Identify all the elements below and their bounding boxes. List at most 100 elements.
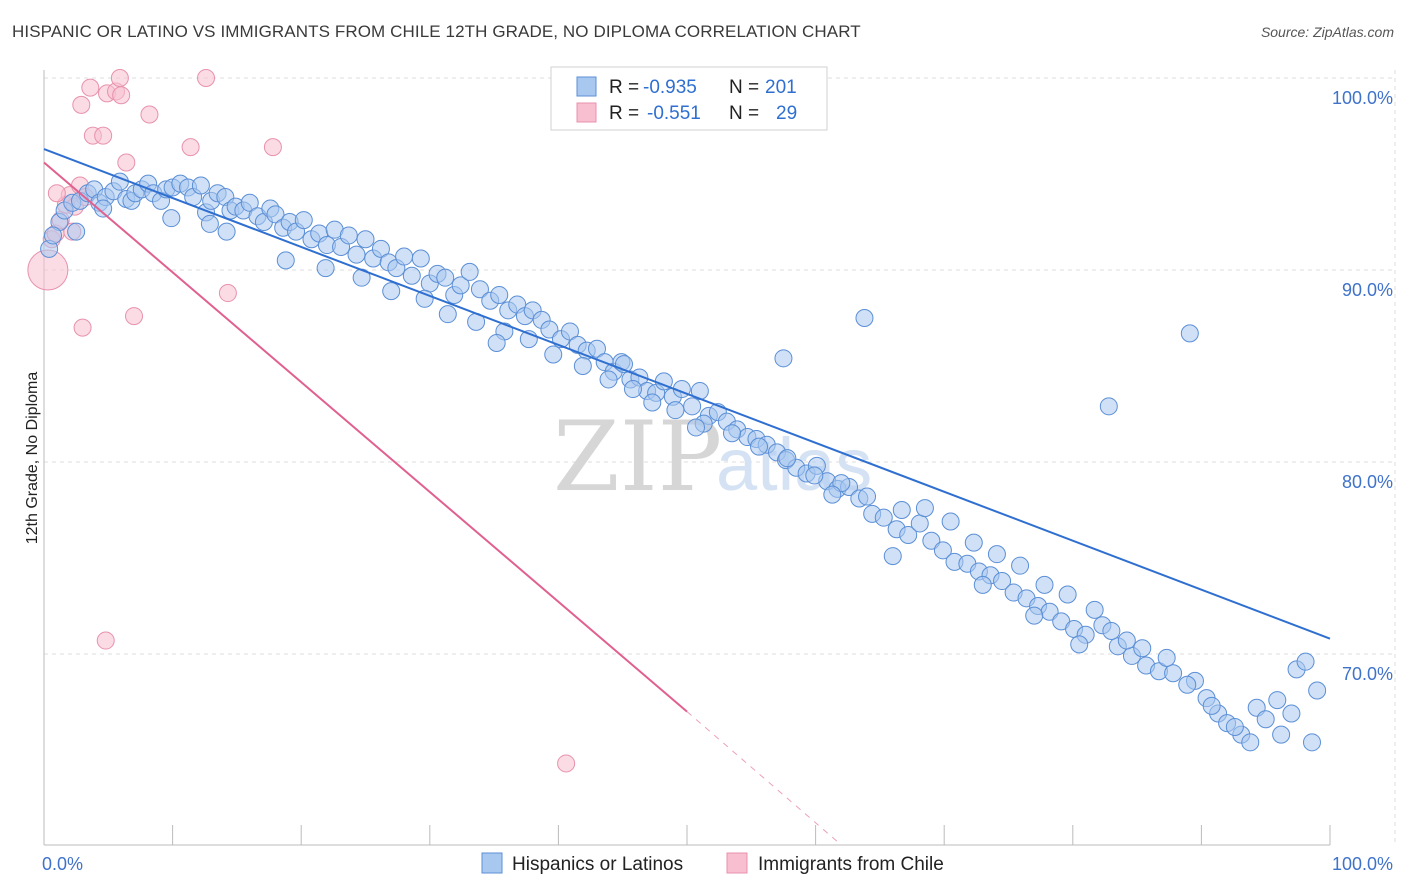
point-hispanics-or-latinos bbox=[1308, 681, 1327, 700]
point-immigrants-from-chile bbox=[218, 284, 237, 303]
point-hispanics-or-latinos bbox=[1025, 606, 1044, 625]
point-immigrants-from-chile bbox=[112, 86, 131, 105]
point-hispanics-or-latinos bbox=[573, 357, 592, 375]
legend-r-value-1: -0.935 bbox=[643, 77, 697, 98]
point-hispanics-or-latinos bbox=[1164, 664, 1183, 683]
point-hispanics-or-latinos bbox=[294, 211, 313, 230]
y-tick-label: 100.0% bbox=[1332, 88, 1393, 108]
point-hispanics-or-latinos bbox=[855, 309, 874, 327]
point-hispanics-or-latinos bbox=[823, 485, 842, 504]
source-label: Source: ZipAtlas.com bbox=[1260, 24, 1394, 40]
point-immigrants-from-chile bbox=[117, 153, 136, 172]
point-hispanics-or-latinos bbox=[750, 437, 769, 456]
stats-legend-box bbox=[550, 66, 828, 131]
point-hispanics-or-latinos bbox=[858, 487, 877, 506]
point-hispanics-or-latinos bbox=[395, 247, 414, 266]
y-tick-label: 90.0% bbox=[1342, 280, 1393, 300]
bottom-legend-label-hispanics: Hispanics or Latinos bbox=[512, 854, 683, 875]
point-hispanics-or-latinos bbox=[415, 289, 434, 308]
legend-swatch-blue bbox=[576, 76, 597, 97]
point-hispanics-or-latinos bbox=[490, 285, 509, 304]
point-immigrants-from-chile bbox=[72, 95, 91, 114]
point-hispanics-or-latinos bbox=[1241, 733, 1260, 752]
legend-n-value-2: 29 bbox=[776, 103, 797, 124]
point-hispanics-or-latinos bbox=[540, 320, 559, 339]
trend-line-chile-extension bbox=[686, 711, 842, 846]
point-hispanics-or-latinos bbox=[941, 512, 960, 531]
trend-line-hispanics bbox=[43, 148, 1331, 640]
point-hispanics-or-latinos bbox=[778, 449, 797, 468]
point-hispanics-or-latinos bbox=[1302, 733, 1321, 752]
point-hispanics-or-latinos bbox=[1058, 585, 1077, 604]
tick-labels: 70.0% 80.0% 90.0% 100.0% 0.0% 100.0% bbox=[42, 88, 1393, 874]
y-axis-title: 12th Grade, No Diploma bbox=[24, 372, 41, 545]
point-hispanics-or-latinos bbox=[805, 466, 824, 485]
watermark-zip: ZIP bbox=[553, 401, 722, 513]
point-hispanics-or-latinos bbox=[1268, 691, 1287, 710]
point-hispanics-or-latinos bbox=[411, 249, 430, 268]
point-hispanics-or-latinos bbox=[67, 222, 86, 241]
chart-title: HISPANIC OR LATINO VS IMMIGRANTS FROM CH… bbox=[12, 22, 861, 41]
point-immigrants-from-chile bbox=[96, 631, 115, 650]
point-hispanics-or-latinos bbox=[347, 245, 366, 264]
axes bbox=[43, 70, 1331, 846]
trend-lines bbox=[43, 148, 1331, 846]
x-tick-label: 0.0% bbox=[42, 854, 83, 874]
point-hispanics-or-latinos bbox=[892, 501, 911, 519]
point-hispanics-or-latinos bbox=[217, 222, 236, 241]
point-hispanics-or-latinos bbox=[899, 525, 918, 544]
legend-swatch-pink bbox=[576, 102, 597, 123]
point-immigrants-from-chile bbox=[140, 105, 159, 124]
point-hispanics-or-latinos bbox=[487, 333, 506, 352]
point-hispanics-or-latinos bbox=[1117, 631, 1136, 650]
point-hispanics-or-latinos bbox=[191, 176, 210, 195]
point-hispanics-or-latinos bbox=[964, 533, 983, 552]
point-hispanics-or-latinos bbox=[1157, 648, 1176, 667]
point-immigrants-from-chile bbox=[181, 138, 200, 157]
point-hispanics-or-latinos bbox=[1272, 725, 1291, 744]
point-hispanics-or-latinos bbox=[1070, 635, 1089, 654]
point-hispanics-or-latinos bbox=[883, 547, 902, 566]
point-hispanics-or-latinos bbox=[987, 545, 1006, 564]
point-hispanics-or-latinos bbox=[1133, 639, 1152, 658]
stats-legend: R = -0.935 N = 201 R = -0.551 N = 29 bbox=[550, 66, 828, 131]
point-hispanics-or-latinos bbox=[993, 572, 1012, 591]
point-hispanics-or-latinos bbox=[973, 575, 992, 594]
point-immigrants-from-chile bbox=[47, 184, 66, 203]
point-hispanics-or-latinos bbox=[599, 370, 618, 389]
point-hispanics-or-latinos bbox=[874, 508, 893, 527]
point-hispanics-or-latinos bbox=[1011, 556, 1030, 575]
legend-n-value-1: 201 bbox=[765, 77, 797, 98]
point-hispanics-or-latinos bbox=[687, 418, 706, 437]
point-hispanics-or-latinos bbox=[623, 380, 642, 399]
bottom-legend-swatch-pink bbox=[726, 852, 748, 874]
point-hispanics-or-latinos bbox=[436, 268, 455, 287]
point-hispanics-or-latinos bbox=[44, 226, 63, 245]
point-hispanics-or-latinos bbox=[339, 226, 358, 245]
point-hispanics-or-latinos bbox=[382, 282, 401, 301]
point-hispanics-or-latinos bbox=[1225, 717, 1244, 736]
point-hispanics-or-latinos bbox=[266, 205, 285, 224]
series-legend: Hispanics or Latinos Immigrants from Chi… bbox=[481, 852, 944, 875]
point-hispanics-or-latinos bbox=[402, 266, 421, 285]
point-hispanics-or-latinos bbox=[1178, 675, 1197, 694]
legend-r-value-2: -0.551 bbox=[647, 103, 701, 124]
point-immigrants-from-chile bbox=[73, 318, 92, 337]
point-hispanics-or-latinos bbox=[666, 401, 685, 420]
point-hispanics-or-latinos bbox=[683, 397, 702, 416]
point-hispanics-or-latinos bbox=[1202, 696, 1221, 715]
y-tick-label: 70.0% bbox=[1342, 664, 1393, 684]
point-hispanics-or-latinos bbox=[1099, 397, 1118, 416]
point-immigrants-from-chile bbox=[557, 754, 576, 773]
point-hispanics-or-latinos bbox=[1085, 600, 1104, 619]
point-hispanics-or-latinos bbox=[460, 262, 479, 281]
point-hispanics-or-latinos bbox=[723, 424, 742, 443]
x-tick-label: 100.0% bbox=[1332, 854, 1393, 874]
point-hispanics-or-latinos bbox=[200, 214, 219, 233]
point-immigrants-from-chile bbox=[94, 126, 113, 145]
series-hispanics-or-latinos bbox=[40, 172, 1327, 752]
point-hispanics-or-latinos bbox=[1282, 704, 1301, 723]
point-hispanics-or-latinos bbox=[1256, 710, 1275, 729]
point-hispanics-or-latinos bbox=[915, 499, 934, 518]
